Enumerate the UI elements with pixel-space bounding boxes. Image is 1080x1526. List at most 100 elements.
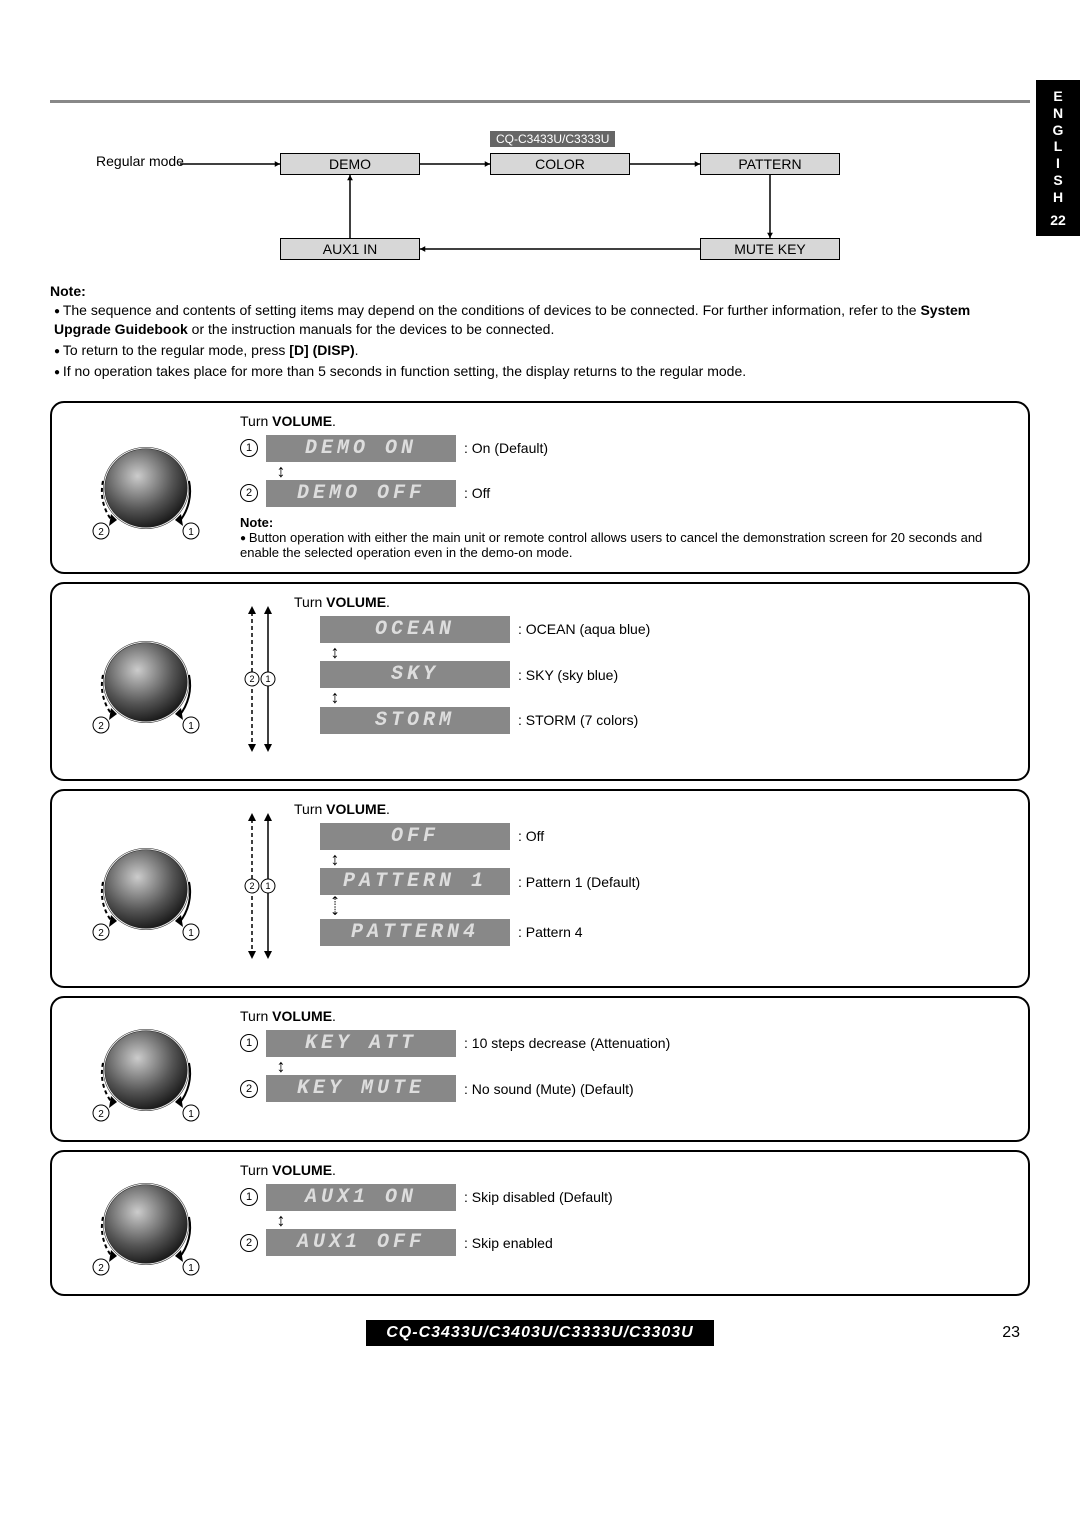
option-row: 1 KEY ATT : 10 steps decrease (Attenuation… bbox=[240, 1030, 1014, 1057]
panel-body: Turn VOLUME. 1 AUX1 ON : Skip disabled (Def… bbox=[240, 1162, 1014, 1282]
lcd-display: DEMO OFF bbox=[266, 480, 456, 507]
option-desc: : On (Default) bbox=[464, 440, 548, 456]
option-row: 1DEMO ON: On (Default) bbox=[240, 435, 1014, 462]
panel-body: Turn VOLUME. 1DEMO ON: On (Default) ↕ 2 DEMO… bbox=[240, 413, 1014, 560]
lcd-display: AUX1 OFF bbox=[266, 1229, 456, 1256]
updown-icon: ↕ bbox=[326, 852, 344, 866]
option-row: PATTERN 1 : Pattern 1 (Default) bbox=[294, 868, 1014, 895]
cycle-arrows-icon: 2 1 bbox=[240, 801, 280, 971]
svg-text:1: 1 bbox=[265, 881, 270, 891]
svg-text:1: 1 bbox=[188, 1109, 194, 1120]
language-letter: N bbox=[1036, 105, 1080, 122]
notes-list: The sequence and contents of setting ite… bbox=[54, 301, 1030, 381]
svg-text:2: 2 bbox=[98, 527, 104, 538]
turn-volume-label: Turn VOLUME. bbox=[294, 594, 1014, 610]
lcd-display: KEY ATT bbox=[266, 1030, 456, 1057]
updown-icon: ↕ bbox=[272, 1213, 290, 1227]
lcd-display: AUX1 ON bbox=[266, 1184, 456, 1211]
volume-knob-icon: 2 1 bbox=[71, 827, 221, 947]
knob-wrap: 2 1 bbox=[66, 1008, 226, 1128]
turn-volume-label: Turn VOLUME. bbox=[240, 1162, 1014, 1178]
lcd-display: PATTERN 1 bbox=[320, 868, 510, 895]
option-desc: : Skip disabled (Default) bbox=[464, 1189, 613, 1205]
option-number: 1 bbox=[240, 1034, 258, 1052]
notes-header: Note: bbox=[50, 283, 1030, 299]
footer-page-number: 23 bbox=[1002, 1324, 1020, 1342]
volume-knob-icon: 2 1 bbox=[71, 426, 221, 546]
lcd-display: KEY MUTE bbox=[266, 1075, 456, 1102]
turn-volume-label: Turn VOLUME. bbox=[294, 801, 1014, 817]
lcd-display: STORM bbox=[320, 707, 510, 734]
flow-arrows bbox=[70, 123, 970, 273]
svg-text:2: 2 bbox=[98, 1109, 104, 1120]
updown-icon: ↕ bbox=[272, 1059, 290, 1073]
language-letter: G bbox=[1036, 122, 1080, 139]
language-letter: E bbox=[1036, 88, 1080, 105]
updown-icon: ↕ bbox=[326, 690, 344, 704]
language-page-ref: 22 bbox=[1036, 212, 1080, 229]
svg-text:2: 2 bbox=[98, 1263, 104, 1274]
option-desc: : Skip enabled bbox=[464, 1235, 553, 1251]
option-row: OFF: Off bbox=[294, 823, 1014, 850]
option-row: OCEAN : OCEAN (aqua blue) bbox=[294, 616, 1014, 643]
side-arrows: 2 1 bbox=[240, 594, 280, 767]
option-desc: : OCEAN (aqua blue) bbox=[518, 621, 650, 637]
turn-volume-label: Turn VOLUME. bbox=[240, 1008, 1014, 1024]
language-tab: ENGLISH 22 bbox=[1036, 80, 1080, 236]
option-desc: : 10 steps decrease (Attenuation) bbox=[464, 1035, 670, 1051]
option-desc: : No sound (Mute) (Default) bbox=[464, 1081, 634, 1097]
option-row: 2AUX1 OFF: Skip enabled bbox=[240, 1229, 1014, 1256]
page-footer: CQ-C3433U/C3403U/C3333U/C3303U 23 bbox=[50, 1320, 1030, 1346]
svg-text:2: 2 bbox=[98, 928, 104, 939]
panel-note: Note:Button operation with either the ma… bbox=[240, 515, 1014, 560]
option-number: 1 bbox=[240, 1188, 258, 1206]
flow-diagram: CQ-C3433U/C3333URegular modeDEMOCOLORPAT… bbox=[70, 123, 1010, 273]
panel-mutekey: 2 1 Turn VOLUME. 1 KEY ATT : 10 steps decre… bbox=[50, 996, 1030, 1142]
updown-icon: ↕ bbox=[326, 645, 344, 659]
option-desc: : Off bbox=[464, 485, 490, 501]
panel-pattern: 2 1 2 1 Turn VOLUME. OFF: Off ↕ PATTERN 1 : … bbox=[50, 789, 1030, 988]
panel-aux1: 2 1 Turn VOLUME. 1 AUX1 ON : Skip disabled … bbox=[50, 1150, 1030, 1296]
knob-wrap: 2 1 bbox=[66, 801, 226, 974]
option-desc: : Pattern 4 bbox=[518, 924, 583, 940]
knob-wrap: 2 1 bbox=[66, 413, 226, 560]
option-desc: : Pattern 1 (Default) bbox=[518, 874, 640, 890]
option-desc: : STORM (7 colors) bbox=[518, 712, 638, 728]
lcd-display: SKY bbox=[320, 661, 510, 688]
option-number: 2 bbox=[240, 1080, 258, 1098]
notes-block: Note: The sequence and contents of setti… bbox=[50, 283, 1030, 381]
panel-body: Turn VOLUME. OFF: Off ↕ PATTERN 1 : Pattern … bbox=[294, 801, 1014, 974]
language-letter: S bbox=[1036, 172, 1080, 189]
lcd-display: OCEAN bbox=[320, 616, 510, 643]
language-letter: H bbox=[1036, 189, 1080, 206]
panel-demo: 2 1 Turn VOLUME. 1DEMO ON: On (Default) ↕ 2… bbox=[50, 401, 1030, 574]
language-letters: ENGLISH bbox=[1036, 88, 1080, 206]
option-number: 2 bbox=[240, 484, 258, 502]
volume-knob-icon: 2 1 bbox=[71, 620, 221, 740]
knob-wrap: 2 1 bbox=[66, 1162, 226, 1282]
volume-knob-icon: 2 1 bbox=[71, 1162, 221, 1282]
note-item: To return to the regular mode, press [D]… bbox=[54, 341, 1030, 360]
svg-text:1: 1 bbox=[188, 1263, 194, 1274]
turn-volume-label: Turn VOLUME. bbox=[240, 413, 1014, 429]
panel-body: Turn VOLUME. OCEAN : OCEAN (aqua blue) ↕ SKY… bbox=[294, 594, 1014, 767]
panel-note-header: Note: bbox=[240, 515, 1014, 530]
svg-text:2: 2 bbox=[249, 674, 254, 684]
svg-text:1: 1 bbox=[188, 721, 194, 732]
cycle-arrows-icon: 2 1 bbox=[240, 594, 280, 764]
svg-text:1: 1 bbox=[188, 527, 194, 538]
settings-panels: 2 1 Turn VOLUME.1DEMO ON: On (Default)↕2… bbox=[50, 401, 1030, 1296]
lcd-display: OFF bbox=[320, 823, 510, 850]
updown-icon: ⇡ ⇣ bbox=[326, 897, 344, 916]
svg-text:1: 1 bbox=[188, 928, 194, 939]
knob-wrap: 2 1 bbox=[66, 594, 226, 767]
option-row: STORM : STORM (7 colors) bbox=[294, 707, 1014, 734]
option-desc: : SKY (sky blue) bbox=[518, 667, 618, 683]
option-number: 1 bbox=[240, 439, 258, 457]
note-item: If no operation takes place for more tha… bbox=[54, 362, 1030, 381]
updown-icon: ↕ bbox=[272, 464, 290, 478]
option-row: SKY : SKY (sky blue) bbox=[294, 661, 1014, 688]
option-row: PATTERN4: Pattern 4 bbox=[294, 919, 1014, 946]
note-item: The sequence and contents of setting ite… bbox=[54, 301, 1030, 339]
panel-body: Turn VOLUME. 1 KEY ATT : 10 steps decrease … bbox=[240, 1008, 1014, 1128]
